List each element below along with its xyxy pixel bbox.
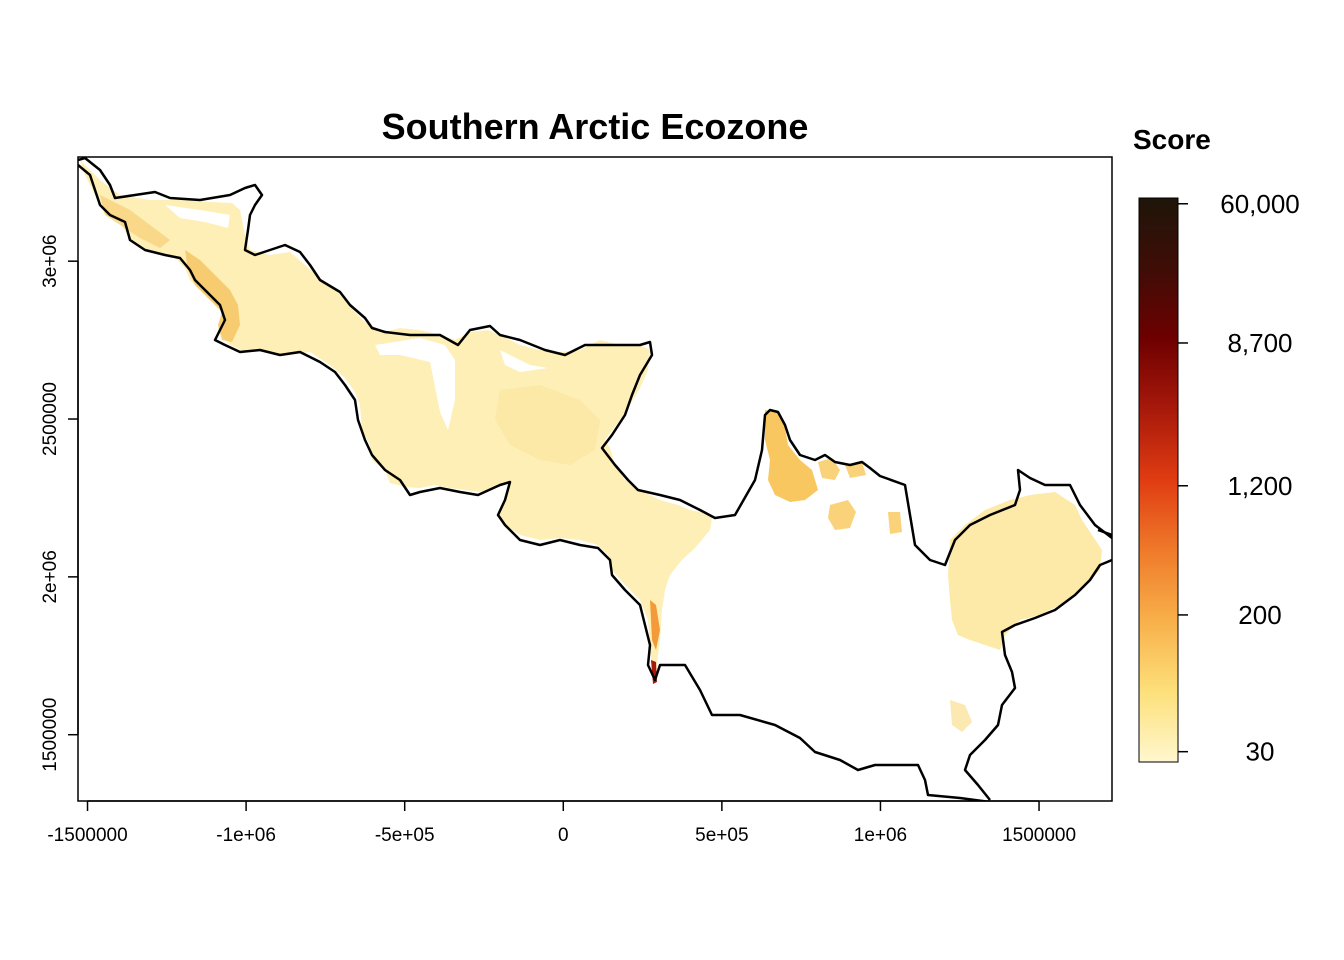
score-raster	[80, 160, 1102, 732]
boundary-north	[78, 157, 1112, 567]
raster-gap-north-3	[165, 205, 230, 228]
legend-tick-label: 60,000	[1220, 189, 1300, 219]
x-tick-label: -1e+06	[216, 825, 276, 846]
y-tick-label: 1500000	[40, 698, 61, 772]
y-tick-label: 3e+06	[40, 234, 61, 287]
legend-ticks: 60,000 8,700 1,200 200 30	[1178, 189, 1300, 767]
legend-title: Score	[1133, 124, 1211, 155]
legend-tick-label: 1,200	[1227, 471, 1292, 501]
raster-region-east	[948, 492, 1102, 650]
ecozone-boundary	[78, 157, 1112, 801]
raster-region-west-hotspot-2	[100, 195, 170, 248]
legend-tick-label: 200	[1238, 600, 1281, 630]
raster-region-peninsula	[765, 410, 818, 502]
x-tick-label: -5e+05	[375, 825, 435, 846]
y-tick-label: 2500000	[40, 382, 61, 456]
boundary-east-inner	[963, 558, 1112, 801]
raster-region-island-2	[888, 512, 902, 534]
legend-tick-label: 30	[1246, 737, 1275, 767]
x-axis: -1500000 -1e+06 -5e+05 0 5e+05 1e+06 1500000	[47, 800, 1076, 846]
x-tick-label: 0	[558, 825, 569, 846]
raster-region-east-small	[950, 700, 972, 732]
raster-gap-north-2	[500, 350, 548, 372]
x-tick-label: 5e+05	[695, 825, 748, 846]
y-axis: 1500000 2e+06 2500000 3e+06	[40, 234, 79, 772]
raster-region-island-1	[828, 500, 856, 530]
boundary-east-edge	[1097, 528, 1112, 537]
x-tick-label: 1e+06	[854, 825, 907, 846]
y-tick-label: 2e+06	[40, 550, 61, 603]
color-legend: 60,000 8,700 1,200 200 30	[1138, 189, 1300, 767]
x-tick-label: 1500000	[1002, 825, 1076, 846]
raster-gap-north-1	[375, 338, 455, 430]
legend-colorbar	[1138, 197, 1179, 763]
raster-region-strip	[650, 600, 660, 650]
legend-tick-label: 8,700	[1227, 328, 1292, 358]
raster-region-peninsula-2	[818, 458, 840, 480]
map-title: Southern Arctic Ecozone	[381, 106, 809, 147]
x-tick-label: -1500000	[47, 825, 127, 846]
raster-region-central	[495, 385, 600, 465]
boundary-south	[78, 164, 991, 801]
raster-region-west	[80, 160, 712, 680]
